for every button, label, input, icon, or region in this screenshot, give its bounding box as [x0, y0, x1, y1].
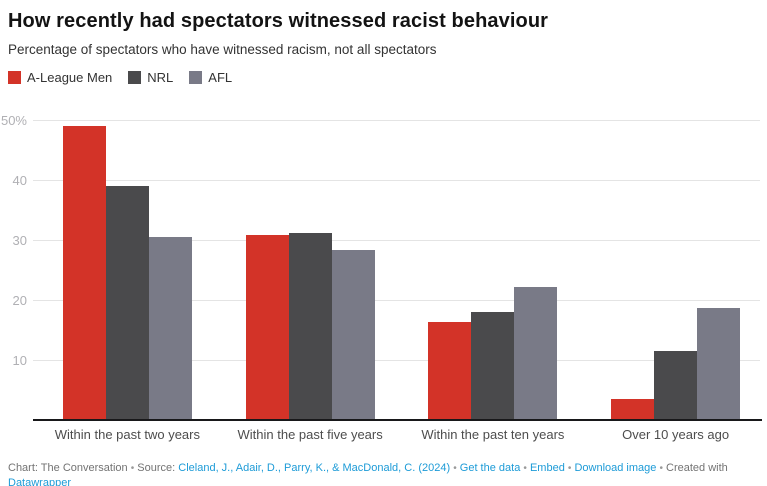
y-axis-tick-label-50: 50% [0, 113, 27, 128]
datawrapper-link[interactable]: Datawrapper [8, 476, 71, 486]
bar-group-within-the-past-ten-years [402, 114, 585, 420]
x-axis-labels: Within the past two years Within the past… [36, 427, 767, 442]
source-label: Source: [137, 462, 176, 474]
bar-afl-within-the-past-two-years[interactable] [148, 237, 192, 420]
separator: • [523, 463, 527, 474]
x-axis-label-over-10-years-ago: Over 10 years ago [622, 427, 730, 442]
legend-swatch-a-league-men [8, 71, 21, 84]
legend-label: NRL [147, 70, 174, 85]
legend-item-nrl: NRL [128, 70, 173, 85]
bar-group-within-the-past-five-years [219, 114, 402, 420]
chart-credit: Chart: The Conversation [8, 462, 128, 474]
bar-a-league-men-over-10-years-ago[interactable] [611, 399, 655, 420]
legend-label: A-League Men [27, 70, 113, 85]
bar-a-league-men-within-the-past-ten-years[interactable] [428, 322, 472, 420]
bar-nrl-over-10-years-ago[interactable] [654, 351, 698, 420]
gridline-30 [33, 240, 760, 241]
embed-link[interactable]: Embed [529, 462, 565, 474]
download-image-link[interactable]: Download image [574, 462, 657, 474]
plot-area: 10 20 30 40 50% [0, 113, 767, 421]
created-with-label: Created with [666, 462, 728, 474]
separator: • [659, 463, 663, 474]
legend: A-League Men NRL AFL [0, 70, 767, 85]
source-link[interactable]: Cleland, J., Adair, D., Parry, K., & Mac… [178, 462, 451, 474]
y-axis-tick-label-30: 30 [12, 233, 27, 248]
chart-subtitle: Percentage of spectators who have witnes… [8, 42, 437, 57]
bar-a-league-men-within-the-past-five-years[interactable] [245, 234, 289, 420]
legend-label: AFL [208, 70, 233, 85]
gridline-10 [33, 360, 760, 361]
bar-nrl-within-the-past-five-years[interactable] [288, 232, 332, 420]
bar-a-league-men-within-the-past-two-years[interactable] [62, 126, 106, 420]
bar-afl-over-10-years-ago[interactable] [697, 307, 741, 420]
legend-swatch-afl [189, 71, 203, 84]
x-axis-label-within-the-past-five-years: Within the past five years [237, 427, 383, 442]
gridline-40 [33, 180, 760, 181]
bars-row [36, 114, 767, 420]
gridline-50 [33, 120, 760, 121]
bar-afl-within-the-past-ten-years[interactable] [514, 286, 558, 420]
separator: • [130, 463, 135, 474]
separator: • [453, 463, 457, 474]
separator: • [567, 463, 572, 474]
y-axis-tick-label-20: 20 [12, 293, 27, 308]
legend-item-a-league-men: A-League Men [8, 70, 112, 85]
bar-group-within-the-past-two-years [36, 114, 219, 420]
chart-title: How recently had spectators witnessed ra… [8, 10, 549, 32]
x-axis-label-within-the-past-ten-years: Within the past ten years [421, 427, 565, 442]
get-the-data-link[interactable]: Get the data [459, 462, 521, 474]
legend-swatch-nrl [128, 71, 142, 84]
bar-nrl-within-the-past-ten-years[interactable] [471, 312, 515, 420]
bar-afl-within-the-past-five-years[interactable] [331, 249, 375, 420]
bar-group-over-10-years-ago [584, 114, 767, 420]
bar-nrl-within-the-past-two-years[interactable] [105, 186, 149, 420]
y-axis-tick-label-10: 10 [12, 353, 27, 368]
x-axis-baseline [33, 419, 762, 421]
footer: Chart: The Conversation • Source: Clelan… [0, 461, 767, 486]
x-axis-label-within-the-past-two-years: Within the past two years [54, 427, 200, 442]
gridline-20 [33, 300, 760, 301]
y-axis-tick-label-40: 40 [12, 173, 27, 188]
legend-item-afl: AFL [189, 70, 232, 85]
